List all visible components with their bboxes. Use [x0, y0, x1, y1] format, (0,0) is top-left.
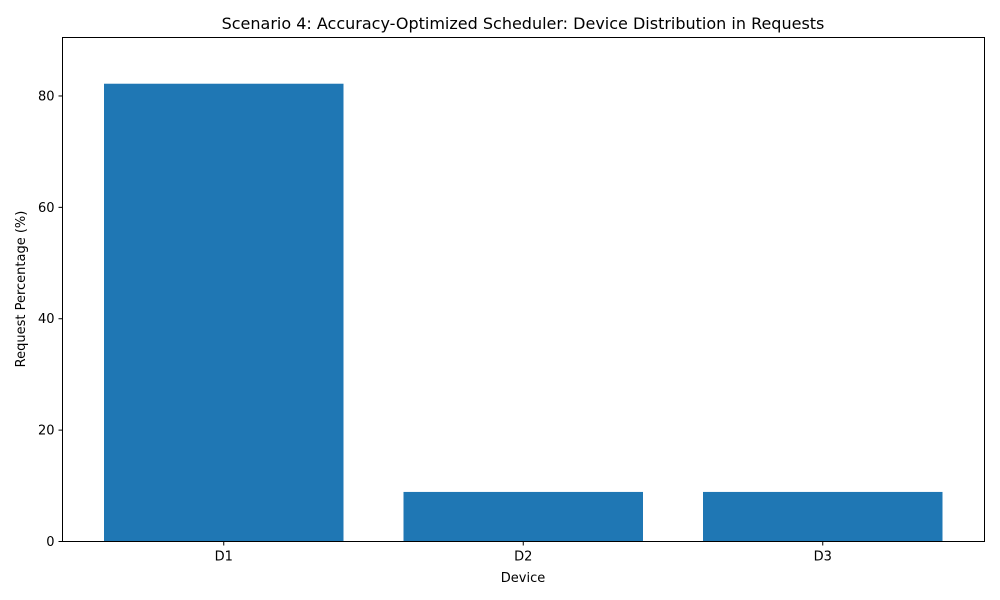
y-tick-label: 60: [38, 201, 55, 216]
bar-d3: [703, 491, 943, 542]
bar-d2: [403, 491, 643, 542]
bar-d1: [104, 83, 344, 542]
plot-frame: [62, 37, 985, 542]
y-tick-label: 80: [38, 89, 55, 104]
x-tick-label: D3: [814, 550, 832, 565]
bars-group: [104, 83, 943, 542]
y-tick-label: 20: [38, 424, 55, 439]
x-axis: D1 D2 D3: [215, 541, 832, 565]
x-axis-label: Device: [501, 571, 545, 586]
y-axis-label: Request Percentage (%): [14, 211, 29, 368]
chart-title: Scenario 4: Accuracy-Optimized Scheduler…: [222, 14, 825, 33]
y-axis: 0 20 40 60 80: [38, 89, 63, 550]
x-tick-label: D2: [514, 550, 532, 565]
y-tick-label: 0: [46, 535, 54, 550]
y-tick-label: 40: [38, 312, 55, 327]
x-tick-label: D1: [215, 550, 233, 565]
